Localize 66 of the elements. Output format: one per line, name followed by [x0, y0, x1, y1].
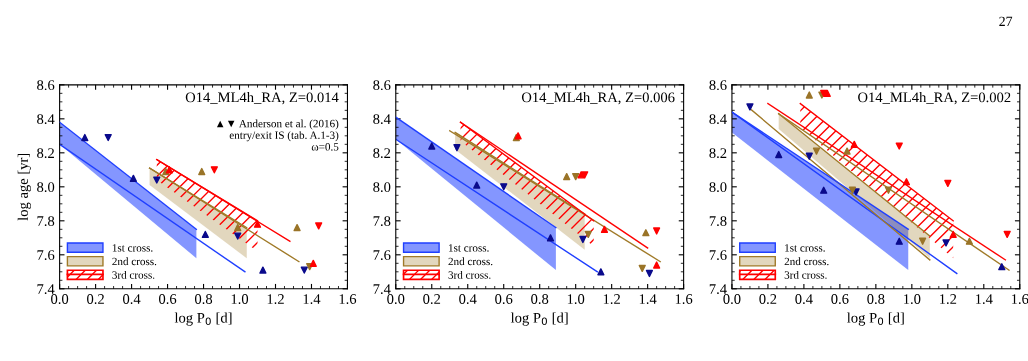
- legend-label: 2nd cross.: [784, 257, 829, 266]
- legend-label: 2nd cross.: [448, 257, 493, 266]
- y-tick-label: 8.0: [37, 182, 55, 193]
- chart-title: O14_ML4h_RA, Z=0.014: [185, 91, 339, 105]
- x-tick-label: 1.6: [675, 294, 693, 304]
- y-tick-label: 8.2: [709, 148, 727, 159]
- y-tick-label: 8.6: [709, 80, 727, 91]
- x-tick-label: 1.2: [939, 294, 957, 304]
- y-axis-title: log age [yr]: [17, 153, 31, 221]
- x-tick-label: 0.0: [723, 294, 741, 304]
- y-tick-label: 8.0: [709, 182, 727, 193]
- x-tick-label: 0.8: [531, 294, 549, 304]
- y-tick-label: 8.2: [37, 148, 54, 159]
- annotation: ▲▼ Anderson et al. (2016) entry/exit IS (tab. A.1-3) ω=0.5: [216, 119, 339, 151]
- x-tick-label: 1.4: [975, 294, 993, 304]
- x-tick-label: 0.4: [795, 294, 813, 304]
- y-tick-label: 7.6: [373, 250, 391, 261]
- x-tick-label: 0.8: [194, 294, 213, 304]
- y-tick-label: 8.4: [37, 114, 55, 125]
- x-tick-label: 0.4: [123, 294, 141, 304]
- x-tick-label: 0.2: [87, 294, 104, 304]
- x-tick-label: 1.2: [603, 294, 620, 304]
- x-tick-label: 1.0: [567, 294, 585, 304]
- x-axis-title: log P$_{0}$ [d]: [510, 312, 568, 326]
- y-tick-label: 7.8: [37, 216, 55, 227]
- y-tick-label: 8.4: [709, 114, 727, 125]
- chart-title: O14_ML4h_RA, Z=0.002: [858, 91, 1011, 105]
- y-tick-label: 8.6: [37, 80, 55, 91]
- chart-title: O14_ML4h_RA, Z=0.006: [521, 91, 675, 105]
- y-tick-label: 8.2: [373, 148, 391, 159]
- y-tick-label: 7.6: [37, 250, 55, 261]
- legend-label: 3rd cross.: [448, 270, 491, 279]
- x-tick-label: 1.0: [231, 294, 249, 304]
- x-tick-label: 0.2: [423, 294, 441, 304]
- legend-label: 3rd cross.: [784, 270, 827, 279]
- legend-label: 1st cross.: [448, 244, 489, 252]
- x-tick-label: 0.0: [387, 294, 405, 304]
- text: 27: [999, 16, 1013, 26]
- y-tick-label: 7.6: [709, 250, 727, 261]
- legend-label: 1st cross.: [112, 244, 153, 252]
- x-tick-label: 0.6: [495, 294, 513, 304]
- x-tick-label: 1.2: [267, 294, 284, 304]
- x-tick-label: 1.4: [639, 294, 657, 304]
- y-tick-label: 8.6: [373, 80, 391, 91]
- y-tick-label: 7.8: [709, 216, 727, 227]
- y-tick-label: 7.4: [373, 284, 391, 295]
- x-tick-label: 0.6: [831, 294, 849, 304]
- x-tick-label: 0.6: [159, 294, 177, 304]
- x-tick-label: 0.2: [759, 294, 777, 304]
- x-tick-label: 1.6: [339, 294, 357, 304]
- y-tick-label: 8.4: [373, 114, 391, 125]
- x-axis-title: log P$_{0}$ [d]: [847, 312, 904, 326]
- legend-label: 3rd cross.: [112, 270, 155, 279]
- x-tick-label: 0.0: [51, 294, 69, 304]
- y-tick-label: 7.4: [37, 284, 55, 295]
- y-tick-label: 8.0: [373, 182, 391, 193]
- y-tick-label: 7.4: [709, 284, 727, 295]
- x-tick-label: 1.0: [904, 294, 921, 304]
- x-tick-label: 1.6: [1011, 294, 1028, 304]
- x-tick-label: 0.8: [867, 294, 885, 304]
- x-tick-label: 0.4: [459, 294, 477, 304]
- y-tick-label: 7.8: [373, 216, 391, 227]
- legend-label: 2nd cross.: [112, 257, 157, 266]
- x-axis-title: log P$_{0}$ [d]: [174, 312, 232, 326]
- legend-label: 1st cross.: [785, 244, 825, 252]
- x-tick-label: 1.4: [303, 294, 321, 304]
